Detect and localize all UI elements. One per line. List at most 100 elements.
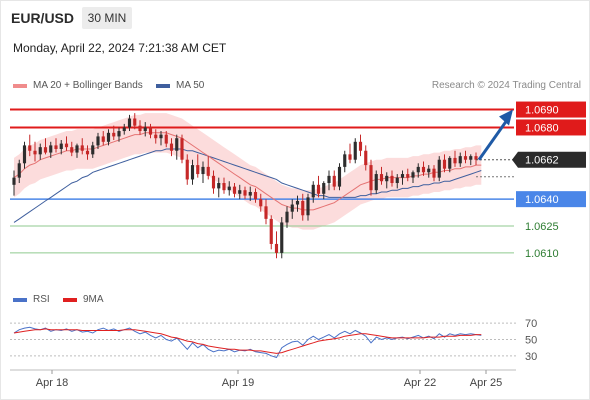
candle-body: [106, 132, 111, 142]
candle-body: [285, 211, 289, 223]
ma50-swatch: [156, 83, 170, 88]
candle-body: [185, 159, 189, 180]
research-credit: Research © 2024 Trading Central: [431, 80, 581, 91]
candle-body: [427, 168, 431, 173]
last-price-tag-bg: [512, 151, 586, 168]
candle-body: [101, 136, 105, 142]
x-tick-label: Apr 22: [404, 377, 436, 389]
candle-body: [301, 200, 305, 216]
candle-body: [364, 150, 368, 166]
candle-body: [369, 165, 373, 191]
level-tag-1.0690: 1.0690: [525, 105, 559, 117]
candle-body: [112, 132, 116, 137]
candle-body: [49, 145, 53, 153]
candle-body: [437, 159, 441, 178]
rsi-line: [13, 326, 482, 359]
rsi-ma-line: [13, 328, 482, 354]
candle-body: [217, 183, 221, 189]
candle-body: [406, 174, 410, 178]
candle-body: [395, 177, 399, 184]
x-tick-label: Apr 18: [36, 377, 68, 389]
candle-body: [133, 118, 137, 126]
candle-body: [316, 184, 321, 194]
candle-body: [232, 186, 237, 194]
timeframe-button[interactable]: 30 MIN: [82, 7, 132, 29]
level-tag-1.0640: 1.0640: [525, 194, 559, 206]
ma9-swatch: [63, 297, 77, 302]
legend-ma20: MA 20 + Bollinger Bands: [13, 80, 143, 91]
candle-body: [327, 175, 331, 184]
candle-body: [91, 145, 95, 155]
candle-body: [259, 199, 263, 207]
candle-body: [474, 156, 478, 160]
level-tag-bg-1.0640: [516, 191, 586, 208]
ma50-label: MA 50: [176, 80, 205, 91]
candle-body: [385, 175, 389, 182]
candle-body: [442, 159, 447, 169]
x-tick-label: Apr 19: [222, 377, 254, 389]
candle-body: [458, 156, 462, 164]
x-tick-label: Apr 25: [470, 377, 502, 389]
datetime-text: Monday, April 22, 2024 7:21:38 AM CET: [13, 41, 227, 55]
candle-body: [59, 143, 63, 149]
candle-body: [70, 147, 74, 153]
candle-body: [343, 154, 347, 167]
candle-body: [201, 166, 205, 175]
candle-body: [227, 186, 231, 191]
candle-body: [269, 218, 273, 244]
candle-body: [264, 206, 268, 219]
level-tag-1.0680: 1.0680: [525, 122, 559, 134]
candle-body: [85, 150, 90, 155]
candle-body: [211, 175, 216, 189]
candle-body: [96, 136, 100, 146]
candle-body: [379, 174, 384, 182]
candle-body: [22, 145, 27, 164]
candle-body: [38, 147, 42, 155]
candle-body: [248, 191, 252, 196]
candle-body: [64, 143, 69, 148]
candle-body: [253, 191, 258, 200]
candle-body: [421, 166, 426, 173]
candle-body: [33, 150, 37, 155]
last-price-tag: 1.0662: [525, 155, 559, 167]
candle-body: [348, 154, 352, 160]
candle-body: [17, 163, 21, 178]
candle-body: [322, 183, 326, 194]
projection-arrow-shaft: [477, 120, 508, 161]
candle-body: [169, 143, 174, 151]
candle-body: [337, 166, 342, 187]
candle-body: [432, 168, 436, 178]
candle-body: [12, 177, 16, 185]
bollinger-band: [14, 113, 482, 230]
candle-body: [28, 145, 32, 151]
ma20-swatch: [13, 83, 27, 88]
candle-body: [148, 127, 153, 135]
legend-rsi: RSI: [13, 294, 50, 305]
candle-body: [280, 222, 284, 253]
rsi-tick-30: 30: [525, 351, 537, 363]
candle-body: [238, 190, 242, 194]
candle-body: [453, 157, 457, 164]
candle-body: [353, 141, 357, 160]
candle-body: [206, 166, 210, 176]
candle-body: [295, 200, 300, 205]
candle-body: [138, 125, 142, 132]
rsi-label: RSI: [33, 294, 50, 305]
level-tag-1.0610: 1.0610: [525, 248, 559, 260]
candle-body: [164, 134, 168, 144]
candle-body: [54, 145, 58, 149]
candle-body: [463, 156, 468, 160]
candle-body: [75, 145, 79, 153]
rsi-tick-50: 50: [525, 335, 537, 347]
candle-body: [306, 197, 310, 216]
candle-body: [196, 165, 200, 175]
candle-body: [411, 172, 415, 178]
candle-body: [80, 145, 84, 151]
candle-body: [448, 157, 452, 169]
ma9-label: 9MA: [83, 294, 104, 305]
ma50-line: [13, 148, 482, 223]
symbol-title: EUR/USD: [11, 10, 75, 26]
level-tag-bg-1.0680: [516, 119, 586, 136]
legend-ma50: MA 50: [156, 80, 204, 91]
